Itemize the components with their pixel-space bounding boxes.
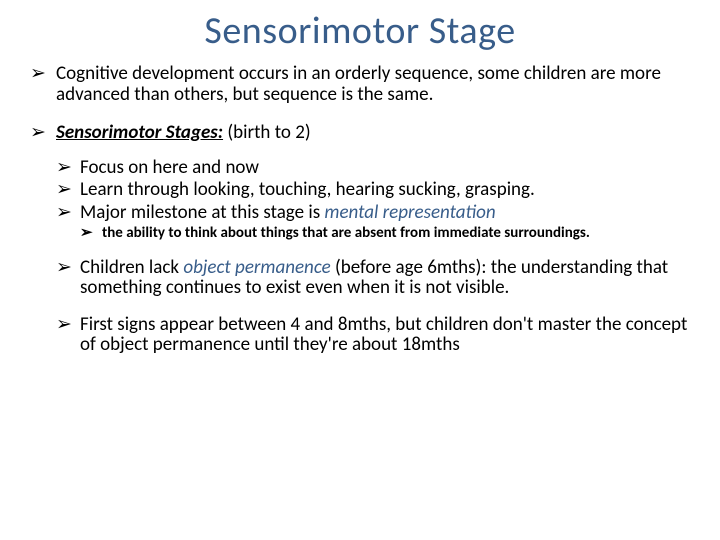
bullet-text: First signs appear between 4 and 8mths, …	[80, 313, 687, 357]
bullet-text: Learn through looking, touching, hearing…	[80, 178, 535, 201]
bullet-level1: Sensorimotor Stages: (birth to 2)	[30, 123, 690, 144]
bullet-level3: the ability to think about things that a…	[80, 225, 690, 242]
bullet-suffix: (birth to 2)	[223, 121, 311, 144]
bullet-level2: First signs appear between 4 and 8mths, …	[56, 315, 690, 356]
bullet-level2: Learn through looking, touching, hearing…	[56, 180, 690, 201]
bullet-level2: Children lack object permanence (before …	[56, 258, 690, 299]
bullet-em: mental representation	[324, 201, 495, 224]
bullet-level1: Cognitive development occurs in an order…	[30, 64, 690, 105]
bullet-text: Focus on here and now	[80, 156, 259, 179]
bullet-text: the ability to think about things that a…	[102, 224, 590, 242]
bullet-level2: Focus on here and now	[56, 158, 690, 179]
bullet-text-pre: Major milestone at this stage is	[80, 201, 324, 224]
bullet-level2: Major milestone at this stage is mental …	[56, 203, 690, 224]
sublist-level2: Focus on here and now Learn through look…	[56, 158, 690, 356]
bullet-em-label: Sensorimotor Stages:	[56, 121, 223, 144]
slide-title: Sensorimotor Stage	[30, 8, 690, 54]
bullet-text: Cognitive development occurs in an order…	[56, 62, 661, 106]
sublist-level3: the ability to think about things that a…	[80, 225, 690, 242]
